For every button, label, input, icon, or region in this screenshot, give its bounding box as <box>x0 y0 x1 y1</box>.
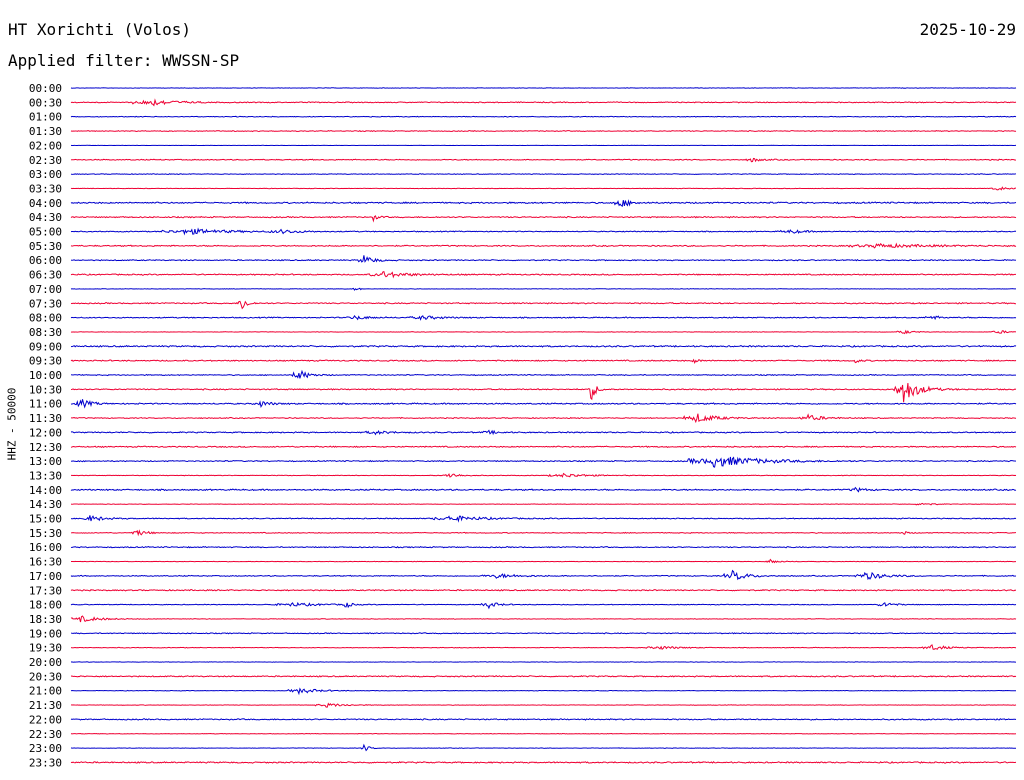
row-time-label: 13:30 <box>29 469 62 482</box>
row-time-label: 21:00 <box>29 685 62 698</box>
station-title: HT Xorichti (Volos) <box>8 20 192 39</box>
trace-row <box>70 329 1017 335</box>
row-time-label: 12:00 <box>29 426 62 439</box>
row-time-label: 01:30 <box>29 125 62 138</box>
row-time-label: 12:30 <box>29 441 62 454</box>
trace-row <box>70 661 1017 663</box>
row-time-label: 23:30 <box>29 756 62 769</box>
row-time-label: 20:30 <box>29 670 62 683</box>
row-time-label: 17:00 <box>29 570 62 583</box>
row-time-label: 10:30 <box>29 383 62 396</box>
row-time-label: 00:00 <box>29 82 62 95</box>
row-time-label: 17:30 <box>29 584 62 597</box>
trace-row <box>70 382 1017 403</box>
trace-row <box>70 515 1017 523</box>
row-time-label: 04:30 <box>29 211 62 224</box>
row-time-label: 15:30 <box>29 527 62 540</box>
row-time-label: 06:30 <box>29 269 62 282</box>
row-time-label: 21:30 <box>29 699 62 712</box>
trace-row <box>70 399 1017 409</box>
row-time-label: 19:30 <box>29 642 62 655</box>
row-time-label: 11:30 <box>29 412 62 425</box>
trace-row <box>70 644 1017 651</box>
row-time-label: 14:00 <box>29 484 62 497</box>
trace-row <box>70 569 1017 581</box>
trace-row <box>70 98 1017 107</box>
trace-row <box>70 358 1017 364</box>
row-time-label: 16:00 <box>29 541 62 554</box>
trace-row <box>70 743 1017 752</box>
trace-row <box>70 718 1017 721</box>
filter-label: Applied filter: WWSSN-SP <box>8 51 240 70</box>
row-time-label: 18:00 <box>29 599 62 612</box>
row-time-label: 07:30 <box>29 297 62 310</box>
trace-row <box>70 369 1017 379</box>
row-time-label: 08:30 <box>29 326 62 339</box>
row-time-label: 04:00 <box>29 197 62 210</box>
trace-row <box>70 255 1017 263</box>
trace-row <box>70 615 1017 623</box>
trace-row <box>70 529 1017 537</box>
trace-row <box>70 199 1017 208</box>
row-time-label: 16:30 <box>29 556 62 569</box>
trace-row <box>70 502 1017 506</box>
trace-row <box>70 601 1017 610</box>
row-time-label: 15:00 <box>29 513 62 526</box>
row-time-label: 14:30 <box>29 498 62 511</box>
trace-row <box>70 413 1017 424</box>
trace-row <box>70 115 1017 118</box>
trace-row <box>70 173 1017 176</box>
row-time-label: 18:30 <box>29 613 62 626</box>
trace-row <box>70 300 1017 310</box>
trace-row <box>70 344 1017 348</box>
trace-row <box>70 456 1017 468</box>
trace-row <box>70 87 1017 89</box>
trace-row <box>70 314 1017 321</box>
trace-row <box>70 675 1017 678</box>
row-time-label: 02:30 <box>29 154 62 167</box>
row-time-label: 19:00 <box>29 627 62 640</box>
trace-row <box>70 445 1017 449</box>
trace-row <box>70 558 1017 564</box>
row-time-label: 11:00 <box>29 398 62 411</box>
trace-row <box>70 546 1017 549</box>
row-time-label: 05:30 <box>29 240 62 253</box>
row-time-label: 03:30 <box>29 182 62 195</box>
date-label: 2025-10-29 <box>919 20 1016 39</box>
trace-row <box>70 242 1017 249</box>
trace-row <box>70 157 1017 163</box>
row-time-label: 13:00 <box>29 455 62 468</box>
row-time-label: 00:30 <box>29 96 62 109</box>
trace-row <box>70 270 1017 279</box>
trace-row <box>70 732 1017 735</box>
row-time-label: 22:00 <box>29 713 62 726</box>
row-time-label: 09:00 <box>29 340 62 353</box>
row-time-label: 03:00 <box>29 168 62 181</box>
trace-row <box>70 186 1017 191</box>
row-time-label: 02:00 <box>29 139 62 152</box>
row-time-label: 10:00 <box>29 369 62 382</box>
trace-row <box>70 687 1017 696</box>
trace-row <box>70 632 1017 635</box>
trace-row <box>70 486 1017 493</box>
row-time-label: 01:00 <box>29 111 62 124</box>
row-time-label: 06:00 <box>29 254 62 267</box>
trace-row <box>70 760 1017 764</box>
trace-row <box>70 472 1017 478</box>
row-time-label: 08:00 <box>29 312 62 325</box>
row-time-label: 07:00 <box>29 283 62 296</box>
trace-row <box>70 287 1017 291</box>
trace-row <box>70 227 1017 236</box>
trace-row <box>70 429 1017 436</box>
trace-row <box>70 130 1017 133</box>
row-time-label: 22:30 <box>29 728 62 741</box>
trace-row <box>70 702 1017 708</box>
row-time-label: 09:30 <box>29 355 62 368</box>
trace-row <box>70 215 1017 223</box>
row-time-label: 20:00 <box>29 656 62 669</box>
row-time-label: 05:00 <box>29 226 62 239</box>
trace-row <box>70 588 1017 592</box>
row-time-label: 23:00 <box>29 742 62 755</box>
